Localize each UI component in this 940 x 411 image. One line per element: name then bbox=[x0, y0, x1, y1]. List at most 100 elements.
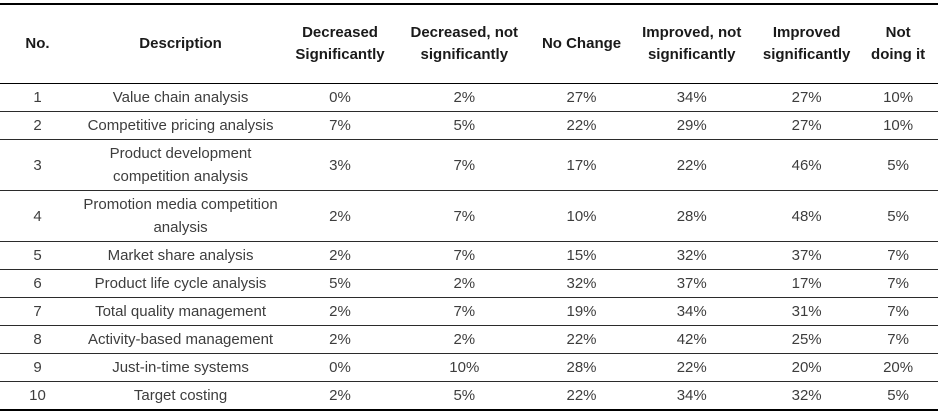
row-value: 10% bbox=[858, 111, 938, 140]
row-value: 31% bbox=[755, 297, 859, 326]
row-value: 28% bbox=[628, 190, 756, 242]
header-row: No. Description Decreased Significantly … bbox=[0, 4, 938, 84]
row-value: 27% bbox=[534, 83, 629, 112]
row-value: 15% bbox=[534, 241, 629, 270]
row-value: 5% bbox=[858, 190, 938, 242]
table-row: 6 Product life cycle analysis 5% 2% 32% 37% 17… bbox=[0, 269, 938, 298]
table-row: 1 Value chain analysis 0% 2% 27% 34% 27% 10% bbox=[0, 83, 938, 112]
row-value: 27% bbox=[755, 111, 859, 140]
row-value: 27% bbox=[755, 83, 859, 112]
row-value: 22% bbox=[534, 381, 629, 410]
column-header-not-doing-it: Not doing it bbox=[858, 4, 938, 84]
row-value: 46% bbox=[755, 139, 859, 191]
survey-results-table: No. Description Decreased Significantly … bbox=[0, 3, 938, 411]
row-value: 7% bbox=[393, 297, 535, 326]
row-value: 48% bbox=[755, 190, 859, 242]
row-description: Total quality management bbox=[75, 297, 287, 326]
row-value: 22% bbox=[534, 325, 629, 354]
row-description: Just-in-time systems bbox=[75, 353, 287, 382]
row-number: 8 bbox=[0, 325, 76, 354]
row-value: 37% bbox=[628, 269, 756, 298]
table-row: 2 Competitive pricing analysis 7% 5% 22% 29% 2… bbox=[0, 111, 938, 140]
table-row: 3 Product development competition analysi… bbox=[0, 139, 938, 191]
row-value: 5% bbox=[858, 381, 938, 410]
row-value: 0% bbox=[286, 83, 394, 112]
row-value: 22% bbox=[628, 139, 756, 191]
row-value: 2% bbox=[286, 297, 394, 326]
row-value: 7% bbox=[858, 241, 938, 270]
row-number: 9 bbox=[0, 353, 76, 382]
row-description: Competitive pricing analysis bbox=[75, 111, 287, 140]
row-value: 5% bbox=[858, 139, 938, 191]
row-value: 7% bbox=[858, 297, 938, 326]
table-row: 7 Total quality management 2% 7% 19% 34% 31% 7% bbox=[0, 297, 938, 326]
column-header-improved-significantly: Improved significantly bbox=[755, 4, 859, 84]
row-value: 19% bbox=[534, 297, 629, 326]
column-header-description: Description bbox=[75, 4, 287, 84]
row-value: 22% bbox=[628, 353, 756, 382]
column-header-improved-not-significantly: Improved, not significantly bbox=[628, 4, 756, 84]
row-number: 1 bbox=[0, 83, 76, 112]
table-row: 5 Market share analysis 2% 7% 15% 32% 37% 7% bbox=[0, 241, 938, 270]
row-value: 7% bbox=[393, 241, 535, 270]
row-value: 29% bbox=[628, 111, 756, 140]
row-value: 22% bbox=[534, 111, 629, 140]
row-value: 10% bbox=[393, 353, 535, 382]
row-value: 34% bbox=[628, 381, 756, 410]
row-value: 10% bbox=[858, 83, 938, 112]
row-number: 10 bbox=[0, 381, 76, 410]
row-number: 3 bbox=[0, 139, 76, 191]
row-value: 32% bbox=[628, 241, 756, 270]
row-value: 28% bbox=[534, 353, 629, 382]
row-number: 2 bbox=[0, 111, 76, 140]
row-value: 37% bbox=[755, 241, 859, 270]
row-value: 34% bbox=[628, 83, 756, 112]
row-description: Activity-based management bbox=[75, 325, 287, 354]
row-value: 32% bbox=[755, 381, 859, 410]
row-value: 20% bbox=[755, 353, 859, 382]
row-description: Market share analysis bbox=[75, 241, 287, 270]
row-value: 42% bbox=[628, 325, 756, 354]
table-header: No. Description Decreased Significantly … bbox=[0, 4, 938, 84]
row-value: 5% bbox=[286, 269, 394, 298]
row-number: 5 bbox=[0, 241, 76, 270]
row-value: 7% bbox=[393, 139, 535, 191]
table-body: 1 Value chain analysis 0% 2% 27% 34% 27% 10% 2 Co… bbox=[0, 83, 938, 410]
table-row: 10 Target costing 2% 5% 22% 34% 32% 5% bbox=[0, 381, 938, 410]
table-row: 8 Activity-based management 2% 2% 22% 42% 25% 7… bbox=[0, 325, 938, 354]
row-value: 34% bbox=[628, 297, 756, 326]
row-value: 25% bbox=[755, 325, 859, 354]
row-value: 5% bbox=[393, 111, 535, 140]
row-number: 4 bbox=[0, 190, 76, 242]
row-value: 32% bbox=[534, 269, 629, 298]
row-value: 0% bbox=[286, 353, 394, 382]
table-row: 4 Promotion media competition analysis 2% 7… bbox=[0, 190, 938, 242]
row-description: Promotion media competition analysis bbox=[75, 190, 287, 242]
row-description: Product life cycle analysis bbox=[75, 269, 287, 298]
row-value: 2% bbox=[393, 83, 535, 112]
row-value: 3% bbox=[286, 139, 394, 191]
row-description: Target costing bbox=[75, 381, 287, 410]
row-value: 5% bbox=[393, 381, 535, 410]
row-value: 7% bbox=[858, 269, 938, 298]
row-value: 10% bbox=[534, 190, 629, 242]
column-header-no: No. bbox=[0, 4, 76, 84]
row-value: 2% bbox=[286, 190, 394, 242]
table-row: 9 Just-in-time systems 0% 10% 28% 22% 20% 20% bbox=[0, 353, 938, 382]
row-value: 7% bbox=[858, 325, 938, 354]
row-value: 2% bbox=[286, 241, 394, 270]
column-header-decreased-not-significantly: Decreased, not significantly bbox=[393, 4, 535, 84]
row-description: Value chain analysis bbox=[75, 83, 287, 112]
row-value: 2% bbox=[393, 269, 535, 298]
row-value: 7% bbox=[393, 190, 535, 242]
column-header-decreased-significantly: Decreased Significantly bbox=[286, 4, 394, 84]
row-value: 20% bbox=[858, 353, 938, 382]
row-value: 2% bbox=[286, 381, 394, 410]
row-value: 2% bbox=[393, 325, 535, 354]
column-header-no-change: No Change bbox=[534, 4, 629, 84]
row-number: 7 bbox=[0, 297, 76, 326]
row-value: 7% bbox=[286, 111, 394, 140]
row-value: 17% bbox=[534, 139, 629, 191]
row-number: 6 bbox=[0, 269, 76, 298]
